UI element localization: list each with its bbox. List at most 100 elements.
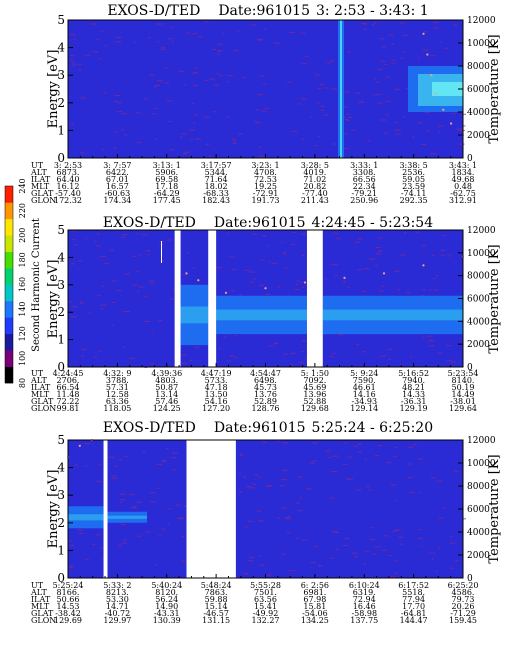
orbit-cell: 13.96: [303, 390, 326, 399]
noise-speck: [289, 31, 295, 33]
noise-speck: [151, 330, 154, 332]
noise-speck: [118, 544, 122, 546]
colorbar-block: [5, 268, 13, 285]
noise-speck: [358, 443, 362, 445]
noise-speck: [136, 271, 139, 273]
noise-speck: [418, 122, 423, 124]
orbit-cell: 20.82: [303, 182, 326, 191]
noise-speck: [347, 286, 350, 288]
noise-speck: [428, 339, 432, 341]
noise-speck: [100, 308, 104, 310]
noise-speck: [216, 267, 223, 269]
noise-speck: [132, 255, 137, 257]
orbit-cell: 4:24:45: [53, 369, 84, 378]
noise-speck: [430, 152, 436, 154]
noise-speck: [114, 95, 121, 96]
noise-speck: [69, 567, 73, 569]
orbit-cell: 137.75: [350, 616, 378, 625]
orbit-cell: 8140.: [452, 376, 475, 385]
noise-speck: [361, 22, 367, 24]
noise-speck: [395, 529, 401, 531]
orbit-cell: -38.01: [450, 397, 476, 406]
noise-speck: [244, 526, 248, 528]
y-left-tick-label: 2: [57, 516, 65, 530]
noise-speck: [363, 563, 367, 565]
noise-speck: [211, 49, 216, 50]
y-left-tick-label: 3: [57, 278, 65, 292]
noise-speck: [392, 530, 398, 532]
orbit-cell: -46.57: [203, 609, 229, 618]
y-left-tick-label: 4: [57, 250, 65, 264]
orbit-cell: 67.98: [303, 595, 326, 604]
noise-speck: [373, 94, 379, 96]
noise-speck: [168, 508, 172, 510]
energy-band-core: [216, 309, 307, 321]
orbit-cell: 15.81: [303, 602, 326, 611]
orbit-cell: 22.34: [353, 182, 376, 191]
orbit-cell: 23.59: [402, 182, 425, 191]
temperature-point: [450, 122, 453, 125]
noise-speck: [90, 23, 96, 25]
noise-speck: [284, 267, 288, 269]
orbit-cell: 5: 9:24: [350, 369, 378, 378]
noise-speck: [380, 60, 386, 62]
noise-speck: [113, 131, 118, 133]
orbit-cell: 144.47: [400, 616, 428, 625]
noise-speck: [81, 348, 87, 350]
temperature-point: [264, 287, 267, 290]
noise-speck: [366, 486, 370, 487]
noise-speck: [268, 345, 274, 347]
noise-speck: [271, 262, 278, 264]
y-left-tick-label: 1: [57, 543, 65, 557]
noise-speck: [392, 576, 397, 578]
y-left-tick-label: 2: [57, 305, 65, 319]
noise-speck: [70, 55, 75, 57]
orbit-cell: 13.76: [254, 390, 277, 399]
noise-speck: [260, 110, 267, 112]
noise-speck: [372, 553, 377, 555]
noise-speck: [302, 255, 305, 257]
noise-speck: [115, 41, 122, 43]
temperature-point: [434, 92, 437, 95]
orbit-cell: 72.53: [254, 175, 277, 184]
noise-speck: [262, 235, 267, 237]
orbit-cell: 63.56: [254, 595, 277, 604]
noise-speck: [99, 58, 103, 60]
noise-speck: [119, 501, 123, 503]
orbit-cell: 5: 1:50: [301, 369, 329, 378]
y-left-tick-label: 3: [57, 68, 65, 82]
orbit-cell: 129.64: [449, 404, 477, 413]
noise-speck: [157, 80, 163, 82]
colorbar-block: [5, 218, 13, 236]
noise-speck: [249, 271, 255, 273]
noise-speck: [263, 28, 267, 30]
noise-speck: [158, 535, 163, 537]
energy-band-core: [68, 514, 104, 521]
orbit-row-label: GLON: [31, 196, 56, 205]
noise-speck: [391, 43, 395, 45]
noise-speck: [152, 113, 156, 115]
noise-speck: [286, 532, 291, 534]
noise-speck: [116, 111, 122, 113]
noise-speck: [119, 459, 123, 461]
orbit-cell: 52.88: [303, 397, 326, 406]
colorbar-tick-label: 200: [18, 228, 27, 243]
noise-speck: [265, 107, 270, 109]
noise-speck: [289, 364, 294, 365]
noise-speck: [310, 116, 313, 118]
noise-speck: [282, 442, 288, 444]
noise-speck: [169, 149, 175, 151]
noise-speck: [344, 538, 349, 539]
noise-speck: [197, 36, 203, 38]
noise-speck: [431, 254, 435, 256]
colorbar-blocks: [5, 186, 13, 384]
noise-speck: [378, 237, 383, 239]
noise-speck: [333, 532, 337, 534]
energy-band-core: [322, 309, 463, 321]
noise-speck: [111, 456, 115, 458]
orbit-cell: 7940.: [402, 376, 425, 385]
noise-speck: [97, 350, 101, 352]
noise-speck: [253, 233, 258, 235]
noise-speck: [154, 564, 158, 566]
panel-3-x-ticks: [67, 574, 464, 578]
